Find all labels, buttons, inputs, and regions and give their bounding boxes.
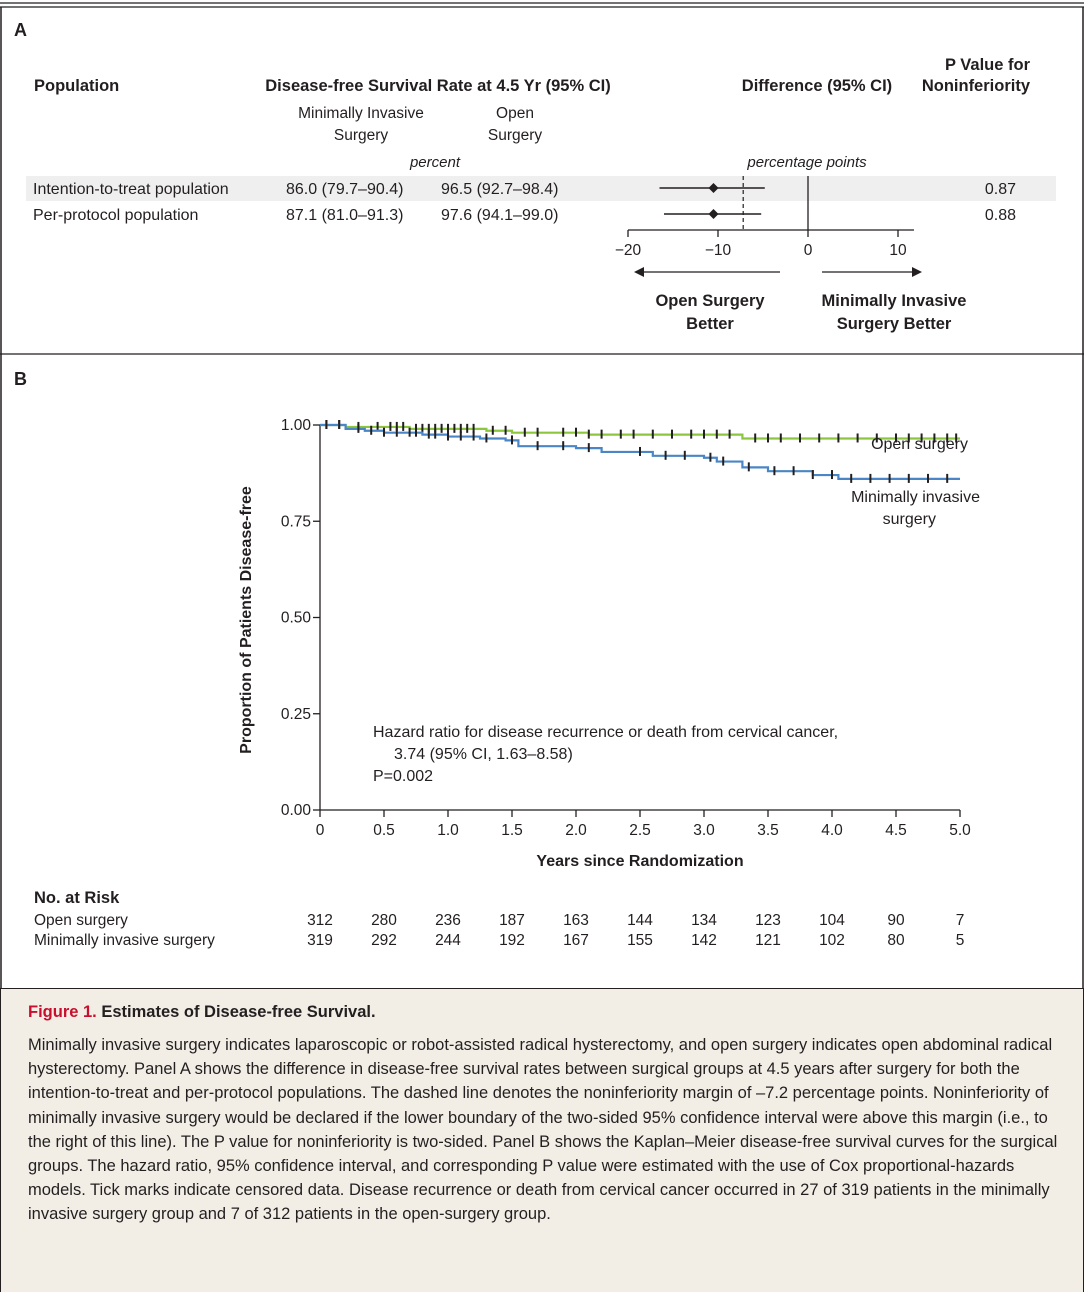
forest-tick-label-3: 10: [889, 242, 907, 259]
x-tick-label-10: 5.0: [949, 822, 971, 839]
risk-count-open-7: 123: [755, 912, 781, 929]
unit-percentage-points: percentage points: [746, 154, 867, 171]
header-rate: Disease-free Survival Rate at 4.5 Yr (95…: [265, 77, 610, 95]
km-plot: 0.00 0.25 0.50 0.75 1.00 0 0.5 1.0 1.5 2.0 2.5 3.0 3…: [281, 417, 971, 839]
series-label-mis-1: Minimally invasive: [851, 489, 980, 506]
header-population: Population: [34, 77, 119, 95]
favors-open-2: Better: [686, 315, 734, 333]
forest-estimate-2: [708, 209, 719, 219]
row-shading: [26, 176, 1056, 201]
figure-caption: Figure 1. Estimates of Disease-free Surv…: [0, 988, 1084, 1292]
x-tick-label-8: 4.0: [821, 822, 843, 839]
risk-count-open-3: 187: [499, 912, 525, 929]
risk-count-open-9: 90: [887, 912, 905, 929]
series-label-mis-2: surgery: [883, 511, 936, 528]
row-1-mis: 86.0 (79.7–90.4): [286, 181, 403, 198]
series-label-open: Open surgery: [871, 436, 968, 453]
risk-group-open: Open surgery: [34, 912, 128, 929]
forest-tick-label-1: −10: [705, 242, 732, 259]
favors-open-1: Open Surgery: [655, 292, 765, 310]
arrow-right-head: [912, 267, 922, 277]
x-axis-label: Years since Randomization: [536, 853, 743, 870]
x-tick-label-6: 3.0: [693, 822, 715, 839]
risk-count-open-2: 236: [435, 912, 461, 929]
risk-count-open-1: 280: [371, 912, 397, 929]
x-tick-label-2: 1.0: [437, 822, 459, 839]
favors-mis-2: Surgery Better: [837, 315, 952, 333]
x-tick-label-0: 0: [316, 822, 325, 839]
y-axis-label: Proportion of Patients Disease-free: [238, 486, 255, 754]
header-open-1: Open: [496, 105, 534, 122]
row-2-mis: 87.1 (81.0–91.3): [286, 207, 403, 224]
risk-count-mis-8: 102: [819, 932, 845, 949]
x-tick-label-5: 2.5: [629, 822, 651, 839]
header-pvalue-1: P Value for: [945, 56, 1031, 74]
y-tick-label-3: 0.75: [281, 513, 311, 530]
caption-body: Minimally invasive surgery indicates lap…: [28, 1036, 1058, 1224]
risk-count-open-0: 312: [307, 912, 333, 929]
risk-count-mis-2: 244: [435, 932, 461, 949]
risk-count-mis-5: 155: [627, 932, 653, 949]
risk-count-mis-7: 121: [755, 932, 781, 949]
header-mis-1: Minimally Invasive: [298, 105, 424, 122]
figure-canvas: A Population Disease-free Survival Rate …: [0, 2, 1084, 988]
risk-count-open-4: 163: [563, 912, 589, 929]
caption-title: Figure 1. Estimates of Disease-free Surv…: [28, 1003, 376, 1022]
header-mis-2: Surgery: [334, 127, 389, 144]
risk-count-open-10: 7: [956, 912, 965, 929]
row-2-open: 97.6 (94.1–99.0): [441, 207, 558, 224]
risk-count-open-8: 104: [819, 912, 845, 929]
risk-group-mis: Minimally invasive surgery: [34, 932, 215, 949]
risk-table: 312 280 236 187 163 144 134 123 104 90 7 319 292 244 1…: [307, 912, 964, 949]
hazard-annotation-3: P=0.002: [373, 768, 433, 785]
y-tick-label-4: 1.00: [281, 417, 312, 434]
row-1-open: 96.5 (92.7–98.4): [441, 181, 558, 198]
row-1-p: 0.87: [985, 181, 1016, 198]
favors-mis-1: Minimally Invasive: [822, 292, 967, 310]
panel-a-label: A: [14, 20, 27, 40]
risk-count-open-6: 134: [691, 912, 717, 929]
caption-title-text: Estimates of Disease-free Survival.: [101, 1003, 376, 1021]
row-1-population: Intention-to-treat population: [33, 181, 229, 198]
risk-title: No. at Risk: [34, 889, 120, 907]
y-tick-label-2: 0.50: [281, 610, 312, 627]
risk-count-mis-3: 192: [499, 932, 525, 949]
caption-figure-number: Figure 1.: [28, 1003, 97, 1021]
risk-count-mis-9: 80: [887, 932, 905, 949]
row-2-population: Per-protocol population: [33, 207, 198, 224]
risk-count-mis-1: 292: [371, 932, 397, 949]
forest-tick-label-0: −20: [615, 242, 642, 259]
risk-count-mis-10: 5: [956, 932, 965, 949]
hazard-annotation-2: 3.74 (95% CI, 1.63–8.58): [394, 746, 573, 763]
forest-estimate-1: [708, 183, 719, 193]
row-2-p: 0.88: [985, 207, 1016, 224]
x-tick-label-7: 3.5: [757, 822, 779, 839]
header-open-2: Surgery: [488, 127, 543, 144]
unit-percent: percent: [409, 154, 461, 171]
x-tick-label-1: 0.5: [373, 822, 395, 839]
header-difference: Difference (95% CI): [742, 77, 892, 95]
y-tick-label-0: 0.00: [281, 802, 312, 819]
x-tick-label-3: 1.5: [501, 822, 523, 839]
risk-count-mis-4: 167: [563, 932, 589, 949]
risk-count-mis-0: 319: [307, 932, 333, 949]
header-pvalue-2: Noninferiority: [922, 77, 1031, 95]
forest-tick-label-2: 0: [804, 242, 813, 259]
risk-count-open-5: 144: [627, 912, 653, 929]
forest-plot: −20 −10 0 10: [615, 176, 922, 277]
x-tick-label-4: 2.0: [565, 822, 587, 839]
y-tick-label-1: 0.25: [281, 706, 311, 723]
arrow-left-head: [634, 267, 644, 277]
panel-b-label: B: [14, 369, 27, 389]
x-tick-label-9: 4.5: [885, 822, 907, 839]
risk-count-mis-6: 142: [691, 932, 717, 949]
hazard-annotation-1: Hazard ratio for disease recurrence or d…: [373, 724, 838, 741]
